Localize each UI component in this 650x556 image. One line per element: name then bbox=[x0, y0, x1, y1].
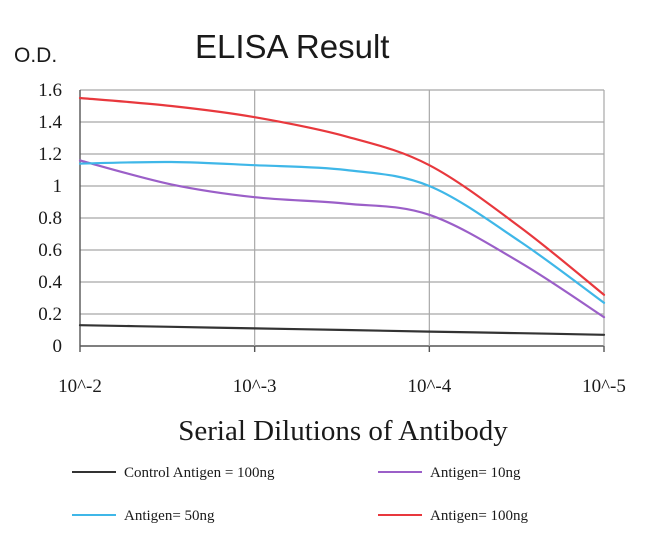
y-tick-label: 1.6 bbox=[38, 80, 62, 101]
y-tick-label: 0 bbox=[53, 336, 63, 357]
y-axis-label: O.D. bbox=[14, 44, 57, 67]
series-lines bbox=[78, 96, 606, 336]
y-tick-label: 1.2 bbox=[38, 144, 62, 165]
x-tick-label: 10^-5 bbox=[582, 376, 626, 397]
series-line-1 bbox=[78, 159, 606, 319]
series-line-2 bbox=[78, 160, 606, 304]
series-line-0 bbox=[78, 324, 606, 336]
y-tick-labels: 0 0.2 0.4 0.6 0.8 1 1.2 1.4 1.6 bbox=[38, 80, 62, 357]
y-tick-label: 0.2 bbox=[38, 304, 62, 325]
grid bbox=[79, 89, 605, 352]
legend-entry-label: Control Antigen = 100ng bbox=[124, 465, 275, 481]
x-tick-label: 10^-2 bbox=[58, 376, 102, 397]
legend-entry-label: Antigen= 50ng bbox=[124, 508, 215, 524]
x-tick-label: 10^-3 bbox=[233, 376, 277, 397]
chart-title: ELISA Result bbox=[195, 28, 389, 65]
y-tick-label: 1.4 bbox=[38, 112, 62, 133]
legend-entry-label: Antigen= 10ng bbox=[430, 465, 521, 481]
y-tick-label: 0.6 bbox=[38, 240, 62, 261]
x-tick-label: 10^-4 bbox=[407, 376, 451, 397]
x-tick-labels: 10^-2 10^-3 10^-4 10^-5 bbox=[58, 376, 626, 397]
y-tick-label: 1 bbox=[53, 176, 63, 197]
x-axis-label: Serial Dilutions of Antibody bbox=[178, 415, 508, 447]
series-line-3 bbox=[78, 96, 606, 296]
y-tick-label: 0.8 bbox=[38, 208, 62, 229]
legend: Control Antigen = 100ng Antigen= 10ng Anti… bbox=[72, 465, 529, 524]
legend-entry-label: Antigen= 100ng bbox=[430, 508, 529, 524]
y-tick-label: 0.4 bbox=[38, 272, 62, 293]
